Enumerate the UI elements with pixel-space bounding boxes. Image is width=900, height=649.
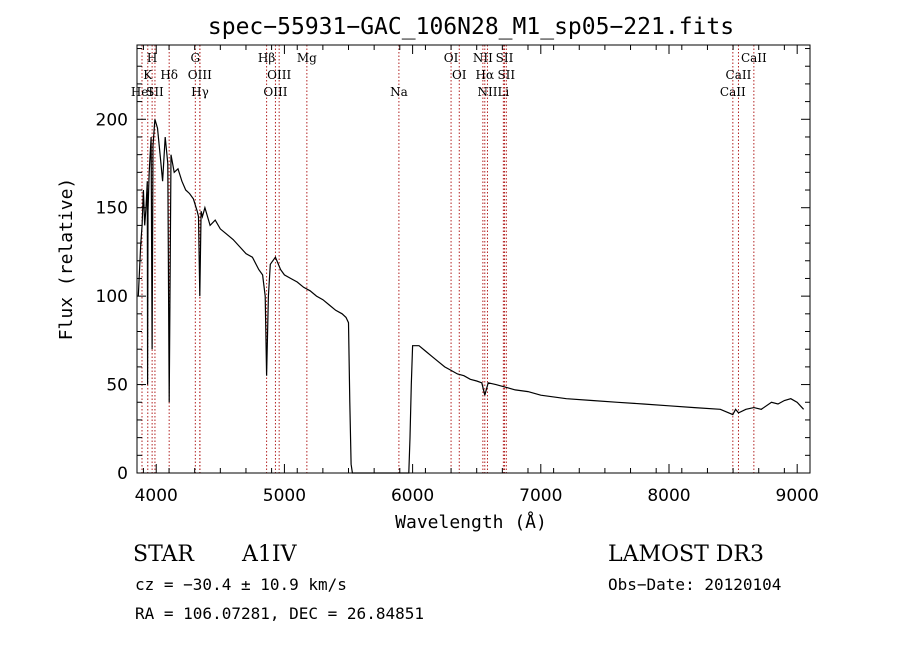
line-markers [141, 45, 755, 473]
x-axis-ticks: 4000 5000 6000 7000 8000 9000 [135, 45, 819, 506]
x-tick-label-3: 7000 [519, 486, 562, 506]
flux-series-line [137, 119, 805, 474]
y-axis-ticks: 0 50 100 150 200 [96, 48, 810, 484]
y-tick-label-3: 150 [96, 199, 128, 219]
marker-label-20: Li [497, 85, 509, 99]
marker-label-21: CaII [741, 51, 767, 65]
y-axis-label: Flux (relative) [56, 178, 77, 341]
x-tick-label-2: 6000 [391, 486, 434, 506]
plot-frame [136, 44, 811, 474]
x-tick-label-5: 9000 [776, 486, 819, 506]
marker-label-10: OIII [263, 85, 287, 99]
marker-label-15: NII [473, 51, 493, 65]
x-tick-label-1: 5000 [263, 486, 306, 506]
marker-label-5: G [191, 51, 201, 65]
marker-label-0: K [143, 68, 153, 82]
marker-label-12: Na [390, 85, 408, 99]
marker-label-19: SII [497, 68, 515, 82]
x-axis-label: Wavelength (Å) [395, 511, 547, 533]
observation-date: Obs−Date: 20120104 [608, 575, 781, 594]
chart-title: spec−55931−GAC_106N28_M1_sp05−221.fits [208, 14, 734, 40]
object-subclass: A1IV [241, 542, 298, 567]
marker-label-22: CaII [726, 68, 752, 82]
marker-label-4: Hδ [160, 68, 178, 82]
marker-label-3: SII [146, 85, 164, 99]
marker-label-1: H [147, 51, 157, 65]
y-tick-label-4: 200 [96, 110, 128, 130]
marker-label-6: OIII [188, 68, 212, 82]
line-marker-labels: KHHeISIIHδGOIIIHγHβOIIIOIIIMgNaOIOINIIHα… [131, 51, 767, 99]
x-tick-label-0: 4000 [135, 486, 178, 506]
y-tick-label-1: 50 [106, 376, 128, 396]
marker-label-16: Hα [475, 68, 494, 82]
y-tick-label-0: 0 [117, 464, 128, 484]
marker-label-17: NII [477, 85, 497, 99]
marker-label-2: HeI [131, 85, 154, 99]
survey-name: LAMOST DR3 [608, 542, 764, 567]
marker-label-7: Hγ [191, 85, 209, 99]
coordinates: RA = 106.07281, DEC = 26.84851 [135, 604, 424, 623]
marker-label-13: OI [444, 51, 459, 65]
marker-label-11: Mg [297, 51, 317, 65]
y-tick-label-2: 100 [96, 287, 128, 307]
marker-label-8: Hβ [258, 51, 275, 65]
redshift-cz: cz = −30.4 ± 10.9 km/s [135, 575, 347, 594]
x-tick-label-4: 8000 [647, 486, 690, 506]
marker-label-23: CaII [720, 85, 746, 99]
marker-label-18: SII [496, 51, 514, 65]
marker-label-9: OIII [267, 68, 291, 82]
object-class: STAR [133, 542, 195, 567]
marker-label-14: OI [452, 68, 467, 82]
